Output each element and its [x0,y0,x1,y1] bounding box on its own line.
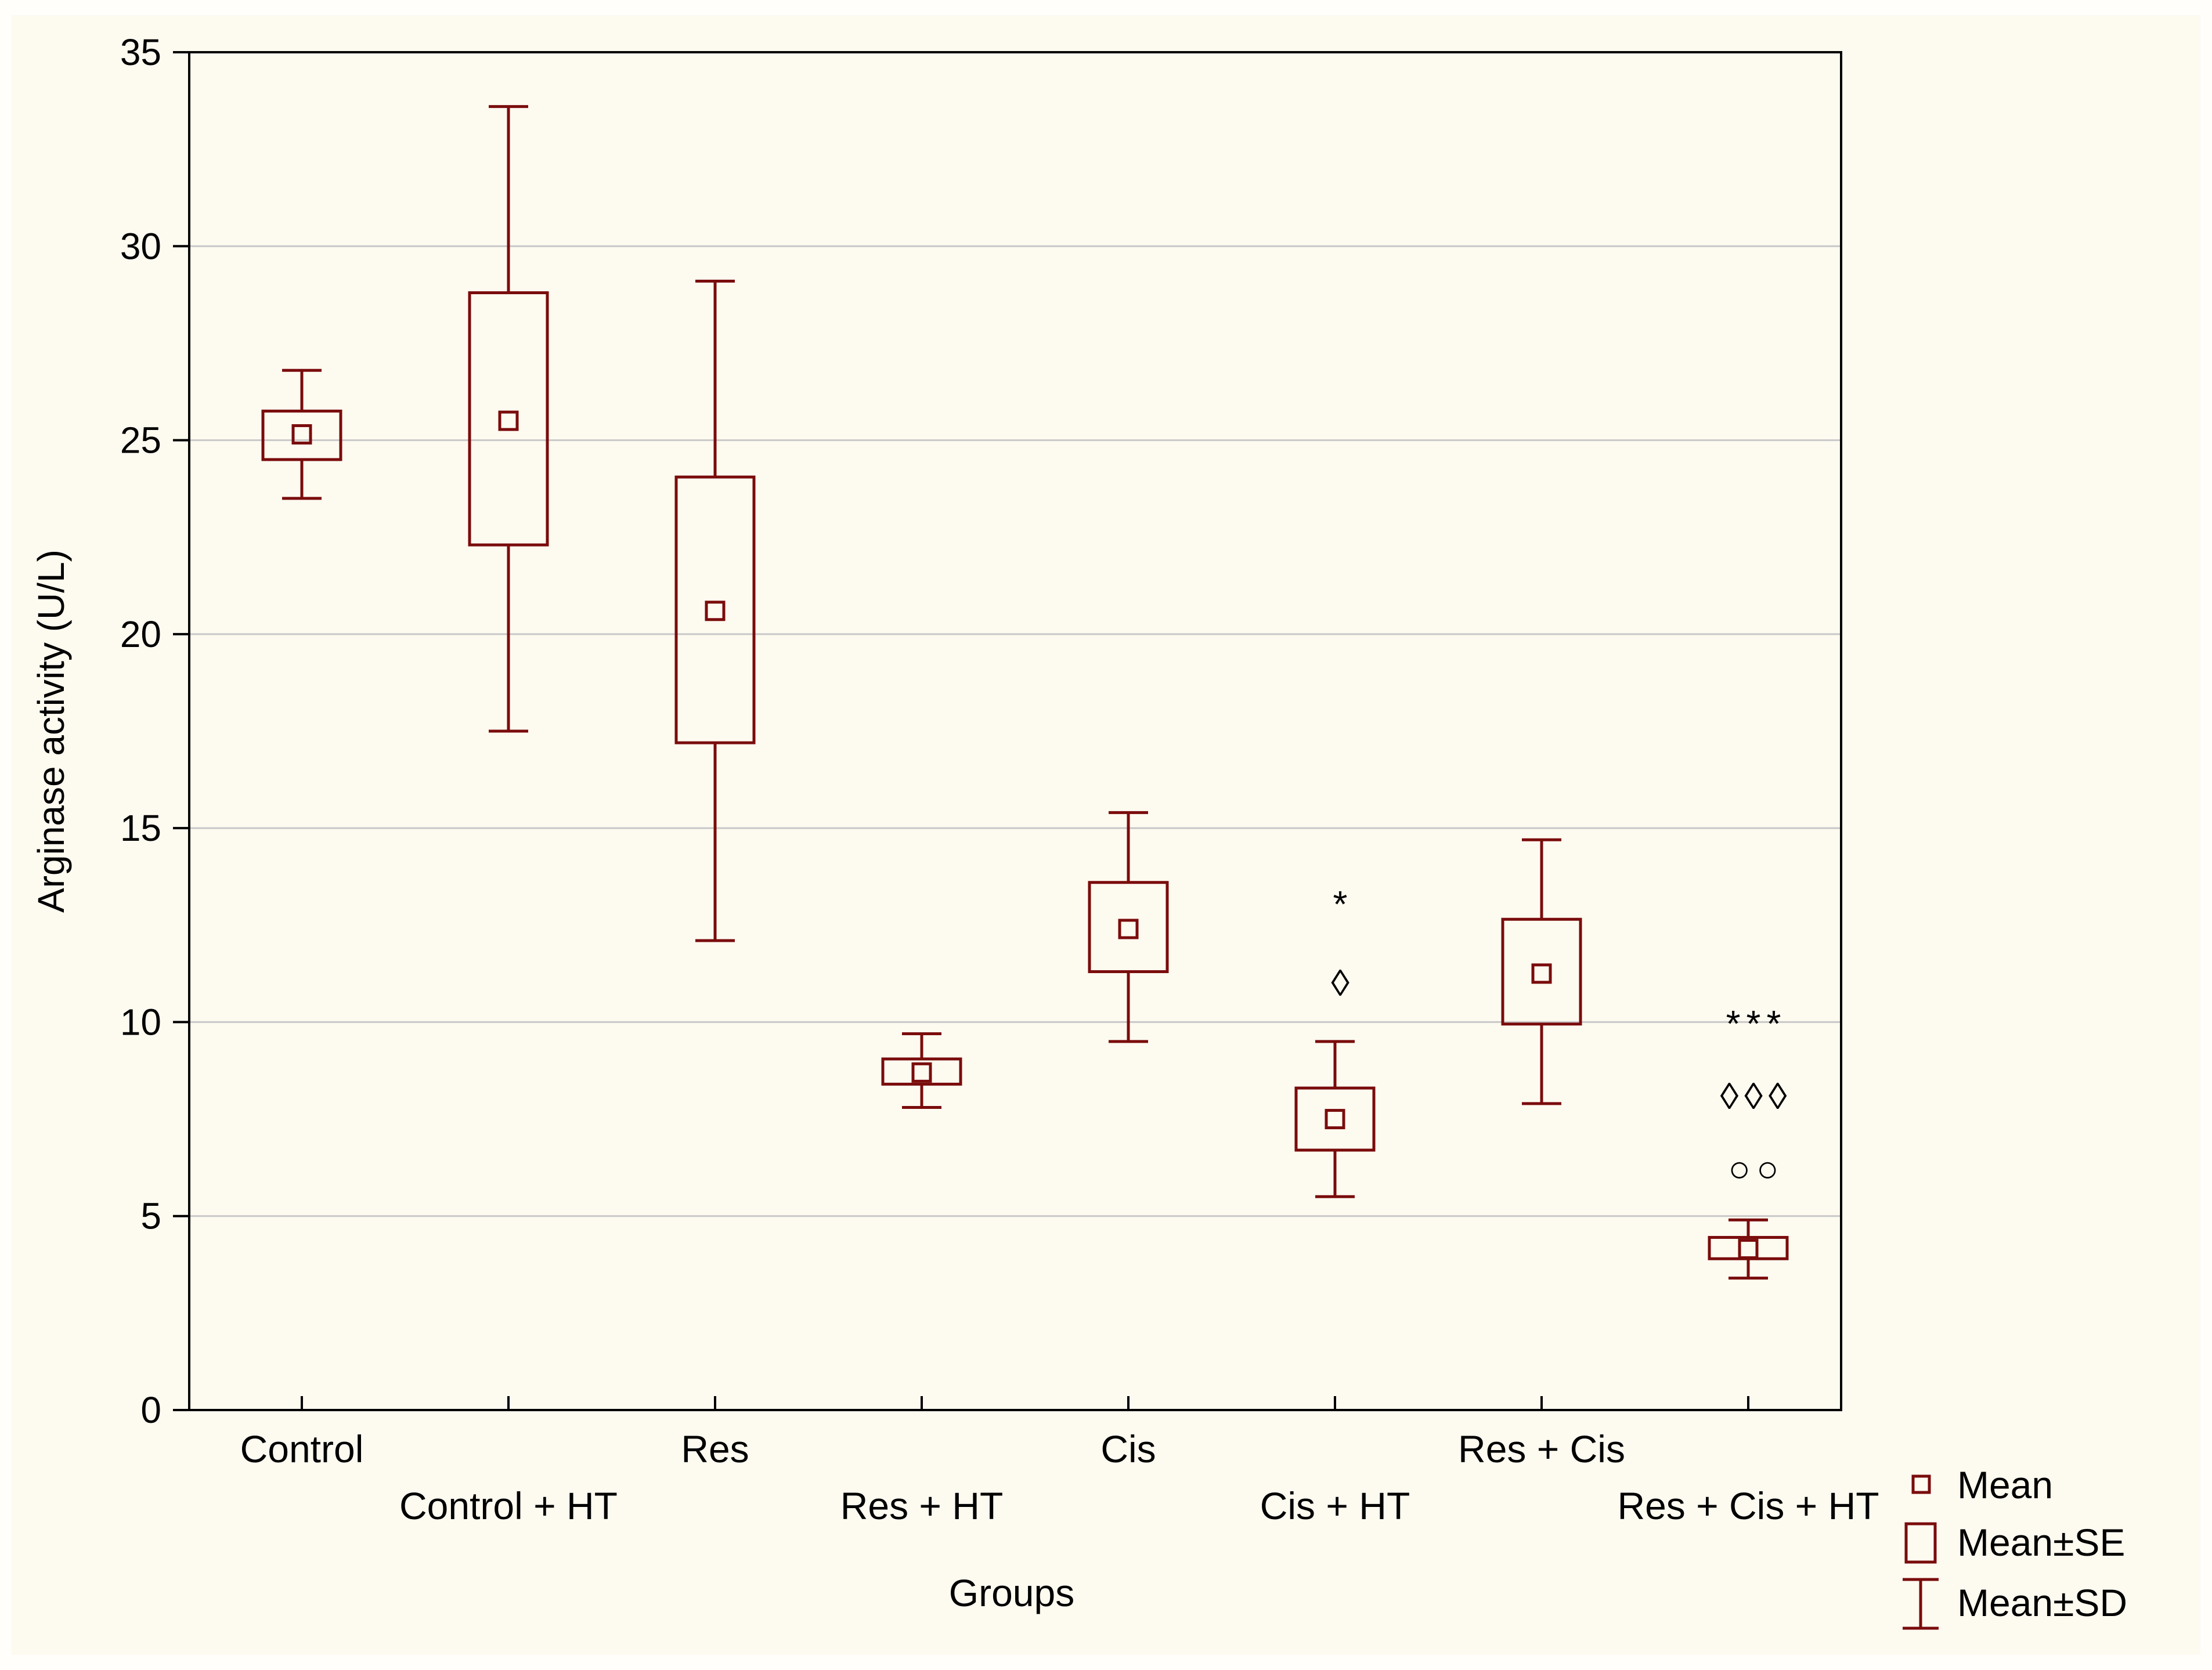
y-tick-label: 10 [120,1001,161,1043]
mean-marker [1738,1239,1759,1260]
legend-se-symbol [1904,1522,1937,1564]
group-cis-ht [1294,1040,1376,1198]
group-res-cis-ht [1708,1218,1789,1280]
significance-annotations: * ◊ *** ◊◊◊ ○○ [1331,883,1793,1190]
legend-sd-label: Mean±SD [1957,1581,2127,1624]
x-tick-label: Control + HT [399,1484,618,1527]
significance-marker: *** [1726,1003,1787,1044]
se-box [674,475,756,744]
se-box [881,1057,962,1086]
se-box [1088,881,1169,974]
mean-marker [1118,919,1139,939]
x-axis: Control Control + HT Res Res + HT Cis Cis + H… [240,1396,1879,1527]
se-box [1294,1086,1376,1152]
y-tick-label: 0 [140,1389,161,1431]
mean-marker [291,424,312,445]
grid-lines [189,245,1841,1217]
mean-marker [1325,1109,1345,1130]
se-box [468,291,549,547]
mean-marker [498,410,519,431]
legend-sd-symbol [1903,1578,1939,1630]
y-axis: 0 5 10 15 20 25 30 35 [120,31,189,1431]
x-tick-label: Res + HT [840,1484,1004,1527]
plot-area-border [188,51,1842,1411]
significance-marker: ○○ [1728,1148,1784,1190]
legend: Mean Mean±SE Mean±SD [1903,1463,2127,1630]
group-cis [1088,811,1169,1043]
x-tick-label: Cis [1100,1427,1156,1470]
y-tick-label: 35 [120,31,161,73]
y-axis-label: Arginase activity (U/L) [30,550,72,913]
x-tick-label: Res [681,1427,749,1470]
group-res [674,279,756,942]
y-tick-label: 30 [120,225,161,267]
x-tick-label: Res + Cis + HT [1617,1484,1879,1527]
se-box [1501,917,1582,1026]
y-tick-label: 25 [120,420,161,461]
significance-marker: * [1333,883,1354,925]
legend-mean-label: Mean [1957,1463,2053,1506]
y-tick-label: 15 [120,807,161,849]
y-tick-label: 5 [140,1195,161,1237]
x-axis-label: Groups [949,1571,1074,1614]
x-tick-label: Res + Cis [1458,1427,1625,1470]
mean-marker [705,601,726,621]
significance-marker: ◊ [1331,962,1355,1004]
chart-frame: 0 5 10 15 20 25 30 35 Control Control + HT Res Res… [12,15,2200,1655]
box-plot-chart: 0 5 10 15 20 25 30 35 Control Control + HT Res Res… [30,31,2127,1630]
y-tick-label: 20 [120,613,161,655]
mean-marker [911,1062,932,1083]
legend-mean-symbol [1911,1474,1931,1494]
group-res-ht [881,1032,962,1109]
series [261,105,1789,1280]
legend-se-label: Mean±SE [1957,1521,2125,1564]
group-res-cis [1501,838,1582,1105]
x-tick-label: Control [240,1427,364,1470]
group-control [261,368,342,500]
x-tick-label: Cis + HT [1260,1484,1410,1527]
group-control-ht [468,105,549,733]
significance-marker: ◊◊◊ [1720,1075,1793,1117]
se-box [261,409,342,461]
mean-marker [1531,963,1552,984]
